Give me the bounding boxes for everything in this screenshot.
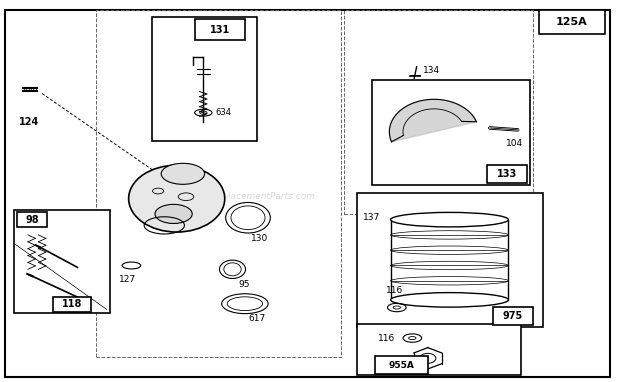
Bar <box>539 10 604 34</box>
Bar <box>487 165 527 183</box>
Text: 124: 124 <box>19 117 39 127</box>
Text: 634: 634 <box>216 108 232 117</box>
Ellipse shape <box>391 212 508 227</box>
Text: 116: 116 <box>386 286 403 295</box>
Bar <box>17 212 47 227</box>
Bar <box>53 297 91 312</box>
Ellipse shape <box>155 204 192 223</box>
Text: 133: 133 <box>497 169 517 179</box>
Text: 95: 95 <box>239 280 250 289</box>
Ellipse shape <box>128 165 224 232</box>
Ellipse shape <box>391 293 508 307</box>
Text: 125A: 125A <box>556 17 588 27</box>
Text: 104: 104 <box>506 139 523 148</box>
Bar <box>195 19 245 40</box>
Text: 131: 131 <box>210 24 230 35</box>
Text: 975: 975 <box>503 311 523 321</box>
Text: eReplacementParts.com: eReplacementParts.com <box>205 192 316 201</box>
Bar <box>372 80 530 185</box>
Ellipse shape <box>161 163 205 185</box>
Bar <box>375 356 428 374</box>
Text: 134: 134 <box>423 66 440 75</box>
Text: 137: 137 <box>363 213 380 222</box>
Bar <box>391 220 508 300</box>
Bar <box>96 10 341 357</box>
Bar <box>344 10 533 214</box>
Text: 116: 116 <box>378 333 396 343</box>
Text: 617: 617 <box>249 314 266 323</box>
Bar <box>152 17 257 141</box>
Bar <box>356 193 542 327</box>
Text: 118: 118 <box>62 299 82 309</box>
Text: 98: 98 <box>25 215 39 225</box>
Bar <box>493 307 533 325</box>
Text: 127: 127 <box>118 275 136 284</box>
Text: 955A: 955A <box>389 361 414 370</box>
Text: 130: 130 <box>250 234 268 243</box>
Bar <box>356 324 521 375</box>
Bar <box>14 210 110 313</box>
Polygon shape <box>389 99 476 142</box>
